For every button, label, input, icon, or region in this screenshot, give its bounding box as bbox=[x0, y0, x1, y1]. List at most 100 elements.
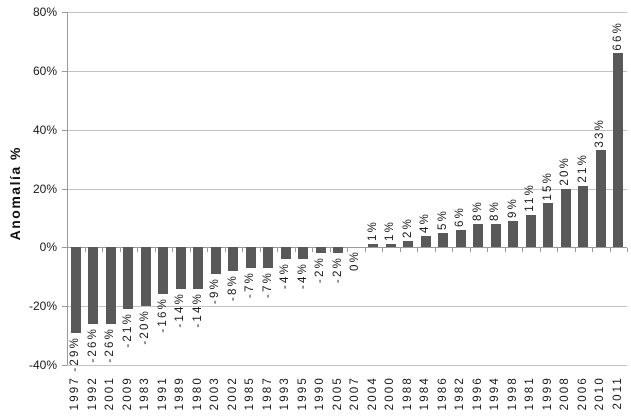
bar bbox=[578, 185, 589, 248]
bar bbox=[263, 247, 274, 268]
x-tick-label: 1991 bbox=[156, 376, 169, 411]
bar-value-label: 0% bbox=[349, 250, 362, 272]
x-tick-label: 1996 bbox=[471, 376, 484, 411]
bar-value-label: -26% bbox=[86, 326, 99, 363]
bar bbox=[613, 53, 624, 248]
x-tick-label: 2003 bbox=[209, 376, 222, 411]
bar-value-label: 66% bbox=[611, 20, 624, 51]
x-axis-tick bbox=[609, 248, 611, 253]
x-axis-tick bbox=[207, 248, 208, 253]
gridline bbox=[67, 70, 627, 72]
x-axis-tick bbox=[382, 248, 383, 253]
x-tick-label: 1993 bbox=[279, 376, 292, 411]
bar bbox=[560, 188, 571, 248]
bar-value-label: 8% bbox=[489, 199, 502, 221]
bar-value-label: 11% bbox=[524, 183, 537, 212]
x-axis-tick bbox=[277, 248, 278, 253]
x-tick-label: 1990 bbox=[314, 376, 327, 411]
x-tick-label: 1986 bbox=[436, 376, 449, 411]
y-axis-tick bbox=[62, 365, 67, 366]
bar-value-label: -4% bbox=[296, 262, 309, 290]
y-tick-label: 0% bbox=[39, 240, 57, 255]
bar-value-label: 33% bbox=[594, 117, 607, 148]
bar-value-label: 15% bbox=[541, 170, 554, 201]
bar-value-label: -7% bbox=[244, 270, 257, 298]
x-axis-tick bbox=[434, 248, 436, 253]
x-tick-label: 1998 bbox=[506, 376, 519, 411]
bar bbox=[245, 247, 256, 268]
x-tick-label: 2010 bbox=[594, 376, 607, 411]
bar bbox=[228, 247, 239, 271]
bar-value-label: -26% bbox=[104, 326, 117, 363]
x-axis-tick bbox=[469, 248, 471, 253]
x-axis-tick bbox=[399, 248, 401, 253]
x-axis-tick bbox=[224, 248, 226, 253]
y-axis-tick bbox=[62, 188, 67, 190]
y-axis-tick bbox=[62, 12, 67, 13]
x-tick-label: 2009 bbox=[121, 376, 134, 411]
bar bbox=[525, 214, 536, 248]
x-axis-line bbox=[67, 247, 627, 249]
x-tick-label: 2006 bbox=[576, 376, 589, 411]
bar bbox=[193, 247, 204, 289]
y-axis-line bbox=[67, 12, 68, 365]
y-axis-tick bbox=[62, 129, 67, 131]
x-tick-label: 1981 bbox=[524, 376, 537, 411]
gridline bbox=[67, 12, 627, 13]
bar-value-label: 6% bbox=[454, 205, 467, 227]
x-tick-label: 1982 bbox=[454, 376, 467, 411]
bar bbox=[455, 229, 466, 248]
x-axis-tick bbox=[347, 248, 348, 253]
x-tick-label: 1980 bbox=[191, 376, 204, 411]
bar bbox=[420, 235, 431, 248]
bar bbox=[210, 247, 221, 274]
x-tick-label: 2011 bbox=[611, 376, 624, 410]
bar-value-label: 20% bbox=[559, 155, 572, 186]
bar bbox=[508, 220, 519, 248]
x-axis-tick bbox=[329, 248, 331, 253]
bar bbox=[175, 247, 186, 289]
gridline bbox=[67, 129, 627, 131]
bar-value-label: 5% bbox=[436, 208, 449, 230]
x-tick-label: 1983 bbox=[139, 376, 152, 411]
x-axis-tick bbox=[627, 248, 628, 253]
bar bbox=[473, 223, 484, 248]
x-tick-label: 2008 bbox=[559, 376, 572, 411]
x-tick-label: 2001 bbox=[104, 376, 117, 411]
x-tick-label: 2002 bbox=[226, 376, 239, 411]
y-tick-label: 60% bbox=[32, 63, 57, 78]
x-tick-label: 2000 bbox=[384, 376, 397, 411]
y-tick-label: 80% bbox=[32, 5, 57, 19]
bar-value-label: -14% bbox=[174, 291, 187, 328]
bar-value-label: 9% bbox=[506, 196, 519, 218]
x-axis-tick bbox=[364, 248, 366, 253]
bar bbox=[543, 203, 554, 248]
x-axis-tick bbox=[312, 248, 313, 253]
y-tick-label: 40% bbox=[32, 122, 57, 137]
bar-value-label: -2% bbox=[331, 256, 344, 284]
bar bbox=[123, 247, 134, 310]
x-tick-label: 1999 bbox=[541, 376, 554, 411]
x-axis-tick bbox=[67, 248, 68, 253]
bar-value-label: -8% bbox=[226, 273, 239, 301]
bar bbox=[333, 247, 344, 254]
x-axis-tick bbox=[172, 248, 173, 253]
y-axis-tick bbox=[62, 247, 67, 249]
bar bbox=[368, 244, 379, 248]
gridline bbox=[67, 188, 627, 190]
x-tick-label: 2004 bbox=[366, 376, 379, 411]
bar bbox=[315, 247, 326, 254]
x-tick-label: 1992 bbox=[86, 376, 99, 411]
x-tick-label: 2005 bbox=[331, 376, 344, 411]
x-axis-tick bbox=[557, 248, 558, 253]
y-tick-label: -40% bbox=[28, 358, 57, 372]
x-tick-label: 1984 bbox=[419, 376, 432, 411]
bar-value-label: -9% bbox=[209, 276, 222, 304]
gridline bbox=[67, 306, 627, 308]
bar-value-label: -4% bbox=[279, 262, 292, 290]
bar bbox=[490, 223, 501, 248]
y-axis-tick bbox=[62, 70, 67, 72]
x-axis-tick bbox=[102, 248, 103, 253]
x-axis-tick bbox=[452, 248, 453, 253]
x-tick-label: 1988 bbox=[401, 376, 414, 411]
